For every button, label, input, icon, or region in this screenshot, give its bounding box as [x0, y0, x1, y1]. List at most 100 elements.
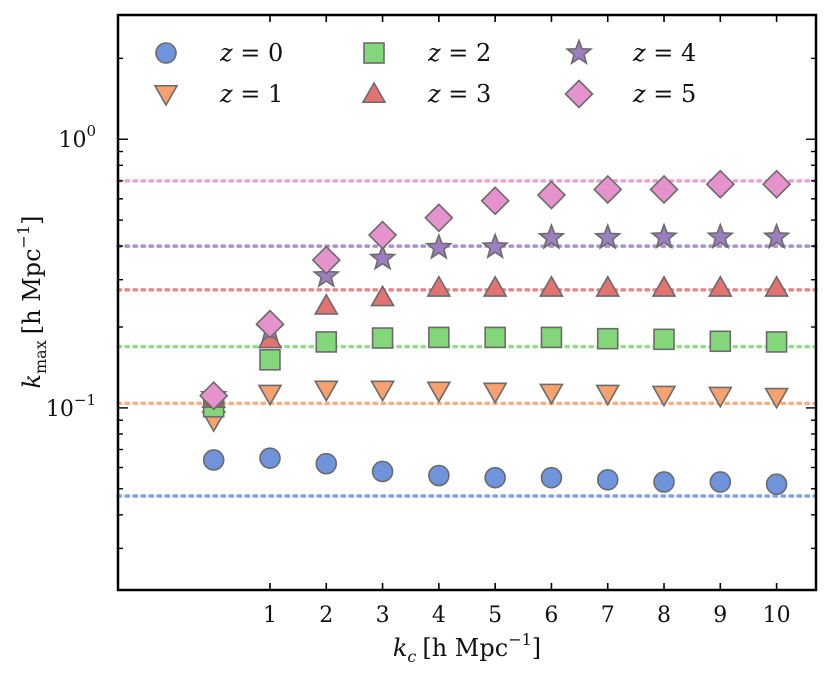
marker-z5-kc8 [649, 174, 679, 205]
legend-label-z4: z = 4 [632, 39, 696, 67]
marker-z3-kc2 [313, 293, 339, 315]
marker-z0-kc3 [371, 460, 394, 483]
marker-z3-kc8 [651, 275, 677, 297]
x-tick-label: 5 [488, 603, 502, 628]
marker-z1-kc9 [707, 386, 733, 409]
marker-z1-kc2 [313, 380, 339, 403]
marker-z2-kc6 [540, 326, 563, 349]
marker-z4-kc4 [424, 232, 453, 260]
x-axis-label-sub: c [407, 647, 416, 666]
x-tick-label: 7 [601, 603, 615, 628]
x-tick-label: 2 [319, 603, 333, 628]
marker-z3-kc5 [482, 275, 508, 297]
x-tick-label: 8 [657, 603, 671, 628]
legend: z = 0 z = 1 z = 2 z = 3 z = 4 z = 5 [153, 38, 696, 109]
marker-z0-kc5 [484, 466, 506, 489]
marker-z2-kc5 [484, 326, 506, 349]
marker-z2-kc3 [371, 327, 394, 349]
marker-z4-kc9 [706, 222, 735, 250]
marker-z1-kc1 [257, 384, 283, 407]
legend-marker-z2 [363, 42, 385, 64]
y-axis: 10−1 100 [46, 57, 816, 550]
legend-label-z2: z = 2 [427, 39, 491, 67]
marker-z4-kc3 [368, 243, 397, 271]
marker-z0-kc0 [202, 449, 225, 471]
marker-z2-kc9 [709, 330, 732, 353]
marker-z1-kc6 [539, 383, 564, 406]
y-tick-label: 10−1 [46, 391, 96, 422]
marker-z2-kc4 [428, 326, 450, 349]
marker-z3-kc10 [764, 275, 789, 297]
marker-z3-kc9 [707, 275, 733, 297]
marker-z0-kc1 [259, 447, 281, 469]
marker-z1-kc5 [482, 382, 508, 405]
marker-z0-kc7 [596, 468, 619, 491]
x-axis: 1 2 3 4 5 6 7 8 9 10 [263, 15, 791, 628]
y-axis-label: kmax [h Mpc−1] [14, 215, 50, 388]
marker-z5-kc10 [761, 169, 792, 199]
x-tick-label: 10 [763, 603, 791, 628]
marker-z1-kc8 [651, 385, 677, 408]
legend-marker-z5 [564, 79, 594, 109]
y-axis-label-units: [h Mpc [18, 248, 46, 334]
marker-z0-kc10 [765, 473, 788, 496]
legend-marker-z1 [153, 84, 179, 107]
marker-z5-kc9 [705, 169, 735, 199]
legend-marker-z4 [564, 38, 594, 65]
y-tick-label: 100 [58, 122, 96, 153]
marker-z3-kc3 [370, 284, 395, 307]
marker-z4-kc7 [593, 222, 622, 250]
x-axis-label-close: ] [532, 634, 541, 662]
marker-z0-kc9 [709, 471, 732, 493]
y-axis-label-exp: −1 [14, 225, 33, 249]
x-tick-label: 4 [432, 603, 446, 628]
marker-z2-kc10 [765, 331, 788, 353]
legend-label-z0: z = 0 [219, 39, 283, 67]
legend-marker-z0 [155, 42, 177, 64]
legend-label-z1: z = 1 [219, 80, 283, 108]
x-tick-label: 6 [544, 603, 558, 628]
x-tick-label: 1 [263, 603, 277, 628]
x-axis-label-var: k [393, 634, 408, 662]
marker-z4-kc5 [481, 232, 510, 259]
legend-label-z3: z = 3 [427, 80, 491, 108]
y-axis-label-close: ] [18, 215, 46, 224]
marker-z5-kc3 [367, 220, 398, 250]
marker-z0-kc6 [540, 466, 563, 489]
x-axis-label-units: [h Mpc [422, 634, 508, 662]
marker-z2-kc8 [653, 328, 675, 351]
marker-z1-kc10 [764, 387, 789, 410]
marker-z5-kc0 [199, 381, 229, 411]
marker-z0-kc8 [653, 471, 675, 493]
marker-z3-kc4 [426, 275, 452, 297]
x-tick-label: 9 [713, 603, 727, 628]
marker-z4-kc8 [649, 222, 679, 250]
marker-z0-kc4 [428, 464, 450, 487]
marker-z3-kc7 [595, 275, 621, 297]
data-markers [199, 169, 792, 496]
y-axis-label-sub: max [31, 340, 50, 374]
marker-z1-kc4 [426, 381, 452, 404]
legend-label-z5: z = 5 [632, 80, 696, 108]
marker-z2-kc1 [259, 349, 281, 371]
y-axis-label-var: k [18, 374, 46, 389]
marker-z2-kc7 [596, 327, 619, 350]
marker-z3-kc6 [539, 275, 564, 297]
marker-z1-kc7 [595, 384, 621, 407]
marker-z5-kc4 [424, 203, 454, 233]
marker-z4-kc10 [762, 222, 791, 250]
marker-z5-kc5 [480, 186, 510, 216]
plot-frame [116, 13, 818, 592]
marker-z5-kc1 [255, 309, 285, 339]
legend-marker-z3 [361, 81, 387, 104]
marker-z5-kc7 [593, 174, 623, 205]
x-axis-label: kc [h Mpc−1] [393, 630, 541, 666]
marker-z5-kc6 [536, 180, 567, 210]
marker-z0-kc2 [315, 452, 338, 475]
x-tick-label: 3 [376, 603, 390, 628]
marker-z5-kc2 [311, 245, 341, 275]
marker-z1-kc3 [370, 380, 395, 403]
marker-z2-kc2 [315, 331, 338, 353]
x-axis-label-exp: −1 [508, 630, 532, 649]
